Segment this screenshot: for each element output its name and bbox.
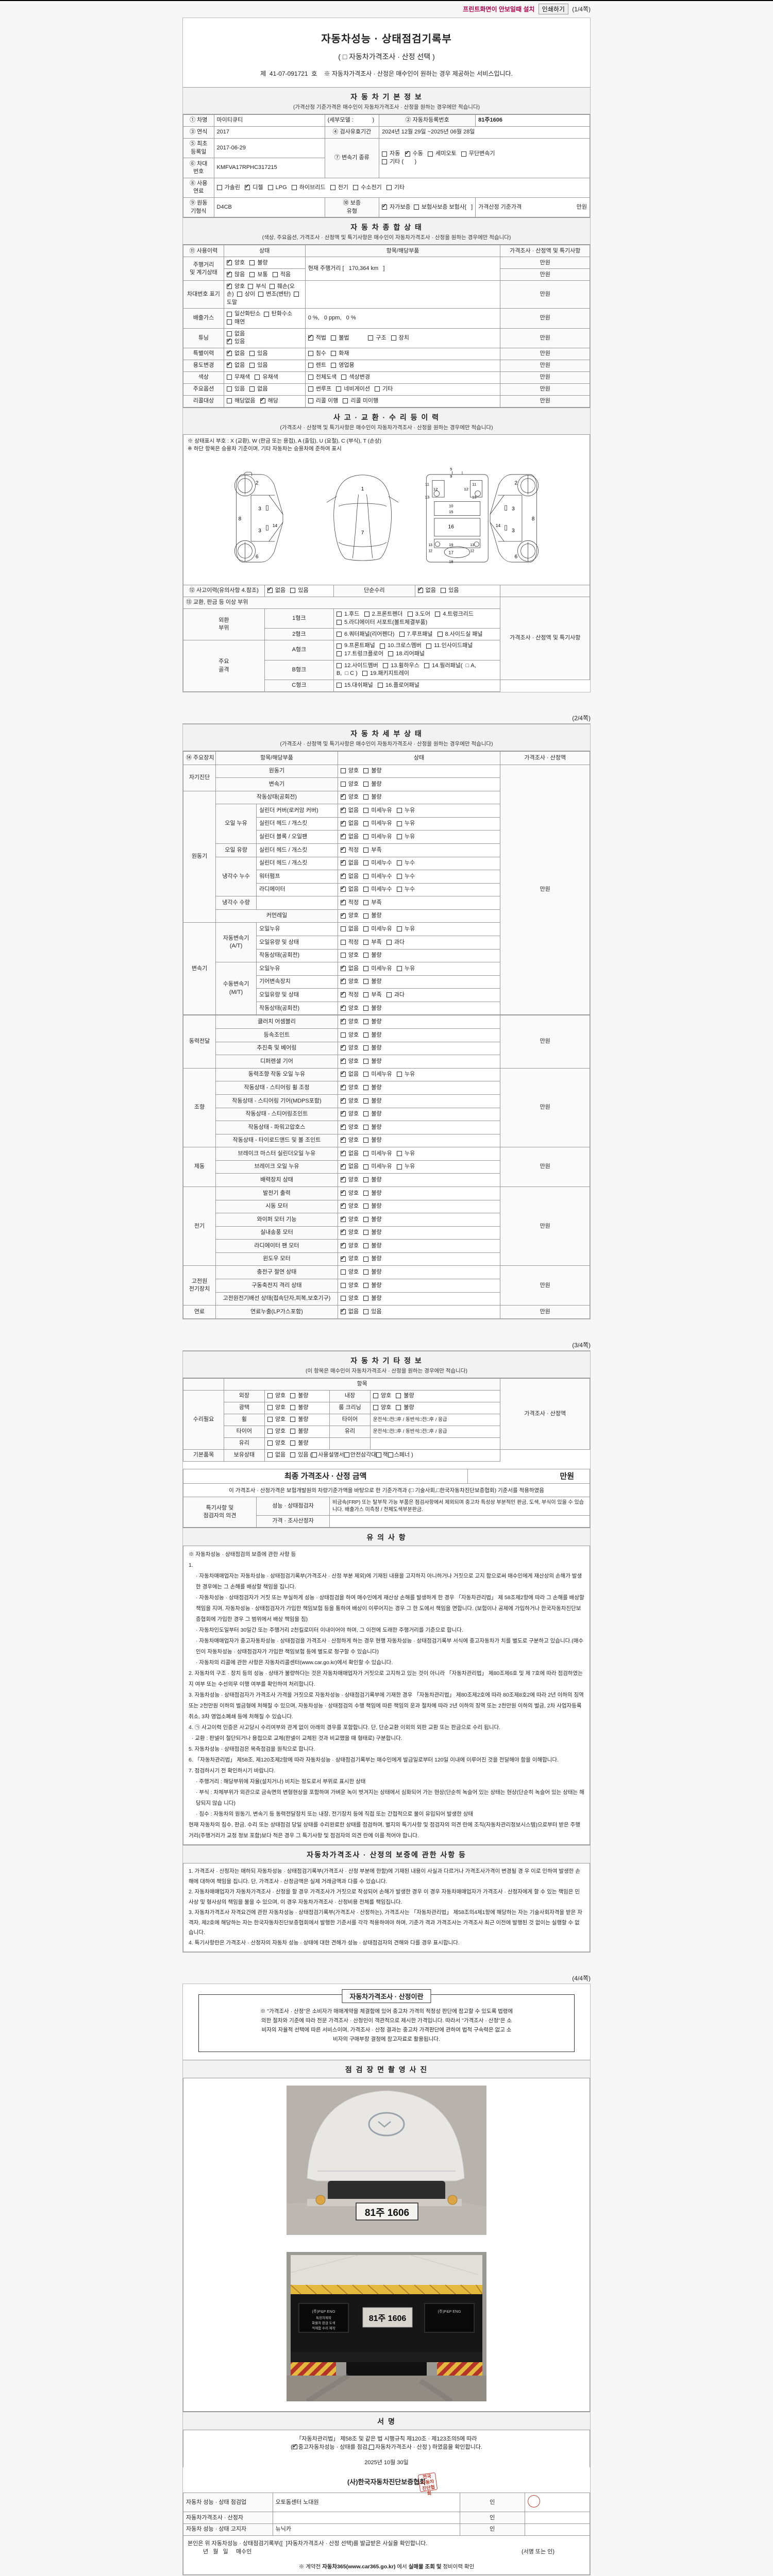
svg-text:6: 6	[256, 554, 259, 560]
svg-text:13: 13	[470, 544, 474, 547]
svg-text:81주 1606: 81주 1606	[369, 2314, 407, 2323]
svg-text:13: 13	[425, 495, 430, 499]
svg-text:2: 2	[256, 480, 259, 486]
svg-text:19: 19	[449, 543, 453, 547]
svg-text:13: 13	[472, 495, 477, 499]
svg-text:화물차 판금 도색: 화물차 판금 도색	[312, 2320, 335, 2325]
svg-text:12: 12	[464, 487, 468, 492]
svg-text:5: 5	[450, 467, 452, 471]
svg-text:(주)P&P ENG: (주)P&P ENG	[312, 2309, 335, 2314]
svg-text:14: 14	[496, 523, 501, 528]
svg-text:(주)P&P ENG: (주)P&P ENG	[438, 2309, 461, 2314]
svg-text:3: 3	[258, 528, 261, 534]
svg-text:7: 7	[361, 530, 364, 536]
svg-text:3: 3	[512, 506, 515, 512]
svg-text:적재함 수리 제작: 적재함 수리 제작	[312, 2326, 335, 2330]
svg-text:3: 3	[258, 506, 261, 512]
svg-text:11: 11	[425, 482, 429, 486]
svg-text:10: 10	[449, 503, 453, 508]
svg-text:14: 14	[273, 523, 278, 528]
svg-text:12: 12	[470, 550, 474, 553]
svg-text:6: 6	[515, 554, 518, 560]
svg-text:13: 13	[428, 544, 432, 547]
svg-text:16: 16	[448, 524, 455, 530]
svg-text:12: 12	[428, 550, 432, 553]
svg-text:17: 17	[449, 550, 454, 555]
svg-text:15: 15	[449, 510, 453, 514]
svg-text:특장차제작: 특장차제작	[316, 2315, 331, 2320]
svg-text:1: 1	[361, 486, 364, 492]
svg-text:3: 3	[512, 528, 515, 534]
svg-text:81주 1606: 81주 1606	[365, 2208, 409, 2218]
svg-text:8: 8	[532, 516, 535, 522]
svg-text:2: 2	[515, 480, 518, 486]
svg-text:11: 11	[472, 482, 476, 486]
svg-text:18: 18	[449, 559, 453, 564]
svg-text:9: 9	[450, 474, 452, 479]
svg-text:12: 12	[433, 487, 438, 492]
svg-text:8: 8	[239, 516, 242, 522]
